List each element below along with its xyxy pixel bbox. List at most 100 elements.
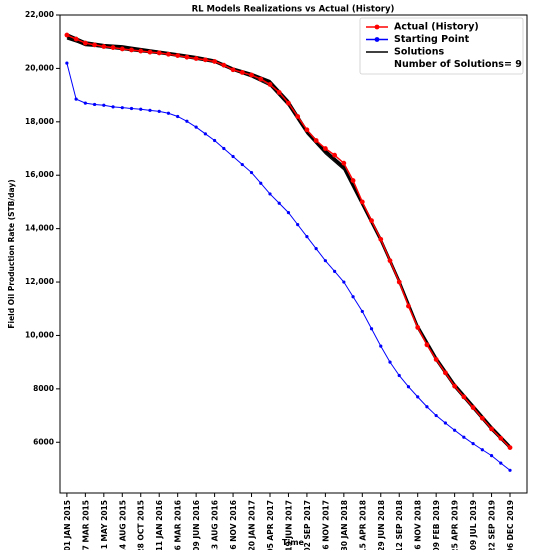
series-marker — [286, 211, 291, 215]
series-marker — [332, 152, 338, 158]
series-marker — [379, 344, 383, 348]
series-marker — [166, 111, 171, 115]
series-marker — [479, 415, 485, 421]
x-tick-label: 19 JUN 2017 — [284, 500, 293, 550]
series-marker — [452, 383, 458, 389]
y-tick-label: 22,000 — [25, 10, 54, 19]
x-tick-label: 09 JUN 2016 — [192, 500, 201, 550]
plot-frame — [59, 14, 528, 494]
series-marker — [249, 72, 254, 78]
series-marker — [378, 236, 384, 242]
x-tick-label: 12 SEP 2018 — [395, 500, 404, 550]
series-marker — [424, 342, 430, 348]
series-marker — [470, 405, 476, 410]
series-marker — [489, 426, 494, 432]
series-marker — [119, 46, 125, 52]
series-marker — [212, 138, 217, 143]
series-marker — [295, 114, 301, 119]
series-marker — [499, 461, 503, 465]
x-tick-label: 31 MAY 2015 — [100, 500, 109, 550]
series-marker — [323, 259, 327, 263]
series-marker — [156, 50, 162, 56]
x-tick-label: 02 SEP 2017 — [303, 500, 312, 550]
x-tick-label: 17 MAR 2015 — [81, 500, 90, 550]
x-tick-label: 09 FEB 2019 — [432, 500, 441, 550]
series-marker — [369, 218, 374, 224]
series-marker — [157, 109, 161, 114]
y-tick-label: 16,000 — [25, 170, 54, 179]
series-marker — [176, 114, 180, 119]
x-axis-label: Time — [282, 538, 305, 547]
series-marker — [277, 201, 281, 205]
series-marker — [416, 395, 420, 399]
series-marker — [296, 223, 300, 227]
series-marker — [147, 49, 153, 55]
series-marker — [314, 247, 318, 251]
series-marker — [453, 428, 457, 432]
series-marker — [305, 235, 309, 239]
series-marker — [322, 146, 328, 151]
series-marker — [230, 67, 236, 73]
series-marker — [231, 154, 235, 159]
x-tick-label: 26 MAR 2016 — [174, 500, 183, 550]
y-tick-label: 12,000 — [25, 277, 54, 286]
series-marker — [203, 132, 207, 136]
series-marker — [387, 258, 393, 264]
y-tick-label: 18,000 — [25, 117, 54, 126]
series-marker — [498, 435, 504, 441]
x-tick-label: 11 JAN 2016 — [155, 500, 164, 550]
series-marker — [64, 32, 70, 38]
series-marker — [434, 413, 438, 418]
series-marker — [148, 108, 152, 112]
series-marker — [351, 295, 355, 299]
series-marker — [268, 192, 272, 196]
series-marker — [369, 327, 374, 331]
series-marker — [508, 468, 512, 472]
series-marker — [139, 107, 143, 111]
x-tick-label: 14 AUG 2015 — [118, 500, 127, 550]
chart-title: RL Models Realizations vs Actual (Histor… — [192, 5, 395, 15]
series-marker — [185, 119, 189, 123]
x-tick-label: 05 APR 2017 — [266, 500, 275, 550]
series-marker — [406, 385, 411, 389]
series-marker — [73, 36, 79, 42]
series-marker — [342, 280, 346, 284]
legend-box — [359, 17, 524, 75]
x-tick-label: 15 APR 2018 — [358, 500, 367, 550]
series-marker — [184, 54, 190, 60]
x-tick-label: 06 DEC 2019 — [506, 500, 515, 550]
series-marker — [111, 105, 115, 109]
series-marker — [175, 53, 181, 58]
series-marker — [129, 106, 134, 111]
series-marker — [193, 56, 199, 61]
series-marker — [286, 100, 291, 106]
legend-note: Number of Solutions= 9 — [394, 59, 522, 70]
y-tick-label: 20,000 — [25, 63, 54, 72]
x-tick-label: 16 NOV 2017 — [321, 500, 330, 550]
x-tick-label: 25 APR 2019 — [451, 500, 460, 550]
series-marker — [83, 101, 87, 105]
x-tick-label: 20 JAN 2017 — [248, 500, 257, 550]
legend-marker — [374, 24, 380, 30]
series-marker — [259, 181, 263, 185]
series-marker — [92, 42, 97, 48]
series-marker — [202, 57, 208, 63]
series-marker — [74, 97, 78, 101]
x-tick-label: 23 AUG 2016 — [211, 500, 220, 550]
x-tick-label: 29 JUN 2018 — [377, 500, 386, 550]
series-marker — [102, 103, 106, 107]
series-marker — [92, 102, 97, 107]
series-marker — [480, 448, 484, 452]
legend-marker — [374, 37, 380, 42]
y-tick-label: 10,000 — [25, 330, 54, 339]
series-marker — [110, 45, 116, 50]
x-tick-label: 28 OCT 2015 — [137, 500, 146, 550]
series-marker — [222, 146, 226, 151]
y-axis-label: Field Oil Production Rate (STB/day) — [7, 179, 16, 328]
series-marker — [397, 373, 401, 378]
x-tick-label: 09 JUL 2019 — [469, 500, 478, 550]
x-tick-label: 30 JAN 2018 — [340, 500, 349, 550]
series-marker — [462, 435, 466, 439]
series-marker — [461, 394, 467, 400]
